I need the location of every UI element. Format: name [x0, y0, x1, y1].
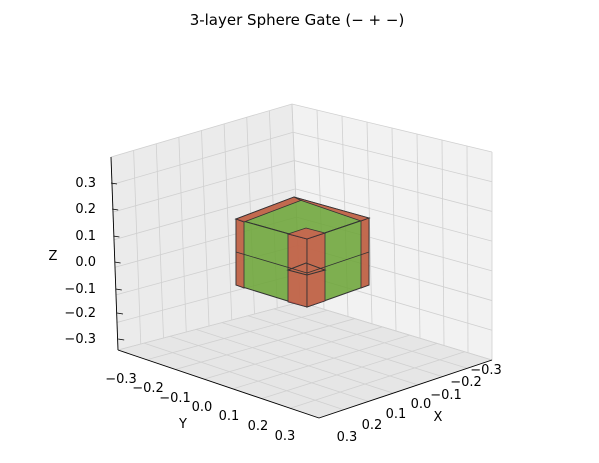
grid-line — [466, 145, 469, 353]
z-axis-label: Z — [49, 249, 58, 264]
grid-line — [155, 143, 164, 339]
y-tick-label: 0.1 — [219, 409, 240, 424]
z-tick-label: −0.3 — [64, 332, 96, 347]
y-tick-label: −0.1 — [159, 391, 191, 406]
y-tick-label: 0.2 — [248, 419, 269, 434]
y-axis-label: Y — [178, 417, 187, 432]
x-tick-label: 0.2 — [362, 418, 383, 433]
grid-line — [175, 318, 355, 370]
x-axis-label: X — [434, 410, 443, 425]
x-tick-label: −0.1 — [430, 388, 462, 403]
grid-line — [201, 130, 210, 327]
voxel-edge — [235, 251, 308, 274]
grid-line — [111, 131, 493, 185]
z-tick-mark — [118, 338, 125, 341]
z-tick-label: −0.1 — [64, 282, 96, 297]
grid-line — [441, 139, 445, 346]
grid-line — [299, 301, 493, 361]
red-edge-band — [293, 196, 371, 222]
z-tick-mark — [114, 261, 121, 264]
z-tick-label: 0.3 — [75, 176, 96, 191]
grid-line — [223, 123, 233, 321]
pane-floor — [118, 302, 492, 418]
axes-lines — [110, 156, 493, 419]
y-tick-label: 0.0 — [192, 400, 213, 415]
z-tick-mark — [112, 208, 119, 211]
chart-title: 3-layer Sphere Gate (− + −) — [190, 11, 405, 29]
grid-line — [143, 342, 344, 411]
grid-line — [290, 351, 465, 409]
z-tick-label: −0.2 — [64, 306, 96, 321]
z-tick-mark — [116, 312, 124, 315]
z-tick-label: 0.1 — [75, 229, 96, 244]
grid-line — [117, 301, 301, 351]
grid-line — [204, 326, 383, 380]
voxel-edge — [306, 251, 370, 274]
voxel-body — [234, 196, 371, 308]
grid-line — [221, 322, 418, 386]
z-tick-label: 0.0 — [75, 255, 96, 270]
grid-line — [195, 329, 394, 394]
grid-line — [110, 103, 493, 158]
z-tick-mark — [115, 288, 122, 291]
y-tick-label: −0.3 — [105, 372, 137, 387]
grid-line — [133, 150, 142, 345]
red-center-top — [286, 227, 327, 240]
grid-line — [112, 160, 493, 213]
z-tick-label: 0.2 — [75, 202, 96, 217]
grid-line — [416, 133, 421, 339]
x-tick-label: 0.0 — [411, 397, 432, 412]
y-axis-line — [117, 349, 320, 419]
grid-line — [232, 334, 410, 390]
grid-line — [391, 127, 397, 332]
x-tick-label: 0.3 — [337, 430, 358, 445]
z-tick-mark — [110, 182, 118, 185]
z-axis-line — [110, 156, 119, 351]
z-tick-mark — [113, 235, 120, 238]
grid-line — [247, 315, 443, 377]
y-tick-label: −0.2 — [132, 381, 164, 396]
tick-labels: 0.30.20.10.0−0.1−0.2−0.3−0.3−0.2−0.10.00… — [64, 176, 501, 445]
grid-line — [146, 309, 328, 361]
x-tick-label: 0.1 — [386, 407, 407, 422]
axes-panes — [111, 104, 492, 418]
red-center-divider — [286, 262, 327, 276]
y-tick-label: 0.3 — [275, 429, 296, 444]
grid-line — [169, 335, 369, 402]
grid-line — [113, 188, 493, 242]
x-tick-label: −0.3 — [470, 363, 502, 378]
grid-line — [261, 343, 438, 399]
grid-line — [273, 308, 468, 369]
grid-line — [178, 137, 187, 333]
x-axis-line — [318, 359, 493, 419]
x-tick-label: −0.2 — [450, 375, 482, 390]
